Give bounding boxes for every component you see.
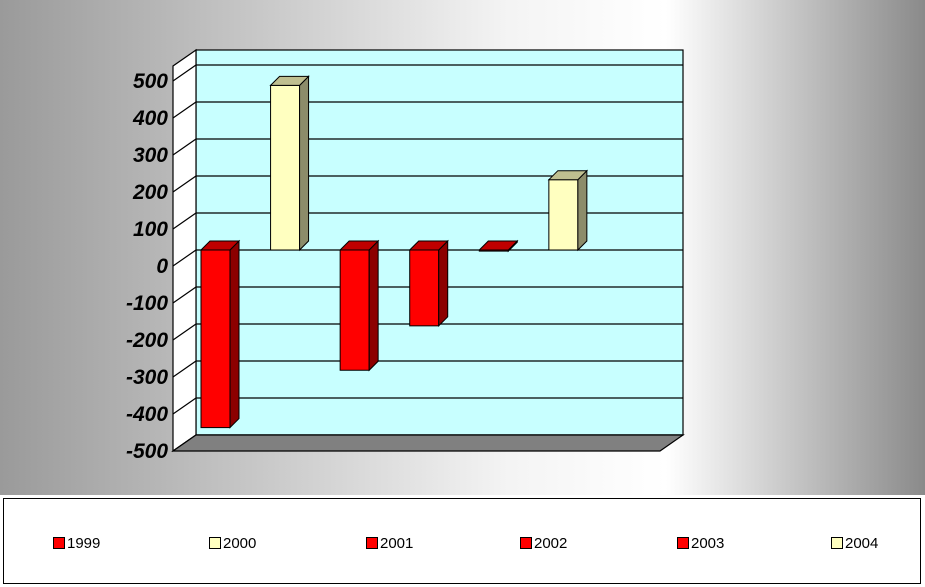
bar-front — [270, 84, 301, 251]
legend-label: 2001 — [380, 534, 414, 552]
legend: 1999 2000 2001 2002 2003 2004 — [3, 498, 921, 584]
bar-top — [338, 240, 380, 251]
legend-label: 2003 — [691, 534, 725, 552]
y-tick-label: -200 — [126, 329, 168, 352]
bar-top — [547, 170, 589, 181]
legend-swatch — [520, 537, 532, 549]
bar-2000 — [269, 75, 310, 252]
legend-swatch — [677, 537, 689, 549]
legend-item-2001: 2001 — [366, 534, 413, 552]
gridline — [172, 249, 683, 267]
bar-side — [368, 239, 379, 372]
bar-top — [408, 240, 449, 251]
legend-label: 1999 — [67, 534, 101, 552]
legend-item-2000: 2000 — [209, 534, 256, 552]
legend-label: 2000 — [223, 534, 257, 552]
legend-item-2004: 2004 — [831, 534, 878, 552]
y-tick-label: 100 — [133, 218, 168, 241]
bar-top — [478, 240, 519, 251]
bar-side — [577, 169, 588, 252]
y-tick-label: 300 — [133, 144, 168, 167]
bar-top — [269, 75, 310, 86]
bar-1999 — [199, 239, 241, 429]
y-tick-label: 400 — [132, 107, 168, 130]
y-tick-label: -100 — [126, 292, 168, 315]
gridline — [172, 286, 683, 304]
y-tick-label: -300 — [126, 366, 168, 389]
legend-swatch — [831, 537, 843, 549]
gridline — [172, 175, 683, 193]
gridline — [172, 64, 683, 82]
legend-swatch — [53, 537, 65, 549]
bar-2001 — [338, 239, 380, 372]
bar-2003 — [478, 239, 519, 253]
bar-front — [200, 249, 231, 429]
y-tick-label: 500 — [133, 70, 168, 93]
gridline — [172, 212, 683, 230]
y-tick-label: -500 — [126, 440, 168, 463]
gridline — [172, 138, 683, 156]
bar-front — [409, 249, 440, 327]
bar-front — [548, 179, 579, 251]
bar-side — [438, 239, 449, 328]
legend-swatch — [209, 537, 221, 549]
bar-2004 — [547, 169, 589, 252]
plot-floor — [171, 434, 685, 452]
gridline — [172, 397, 683, 415]
legend-item-1999: 1999 — [53, 534, 100, 552]
bar-top — [199, 240, 241, 251]
legend-label: 2004 — [845, 534, 879, 552]
bar-side — [229, 239, 240, 429]
legend-swatch — [366, 537, 378, 549]
legend-label: 2002 — [534, 534, 568, 552]
legend-item-2002: 2002 — [520, 534, 567, 552]
y-tick-label: 0 — [156, 255, 168, 278]
bar-side — [299, 75, 310, 252]
bar-2002 — [408, 239, 449, 328]
gridline — [172, 323, 683, 341]
y-tick-label: 200 — [132, 181, 168, 204]
y-tick-label: -400 — [126, 403, 168, 426]
gridline — [172, 101, 683, 119]
gridline — [172, 360, 683, 378]
bar-front — [339, 249, 370, 371]
legend-item-2003: 2003 — [677, 534, 724, 552]
